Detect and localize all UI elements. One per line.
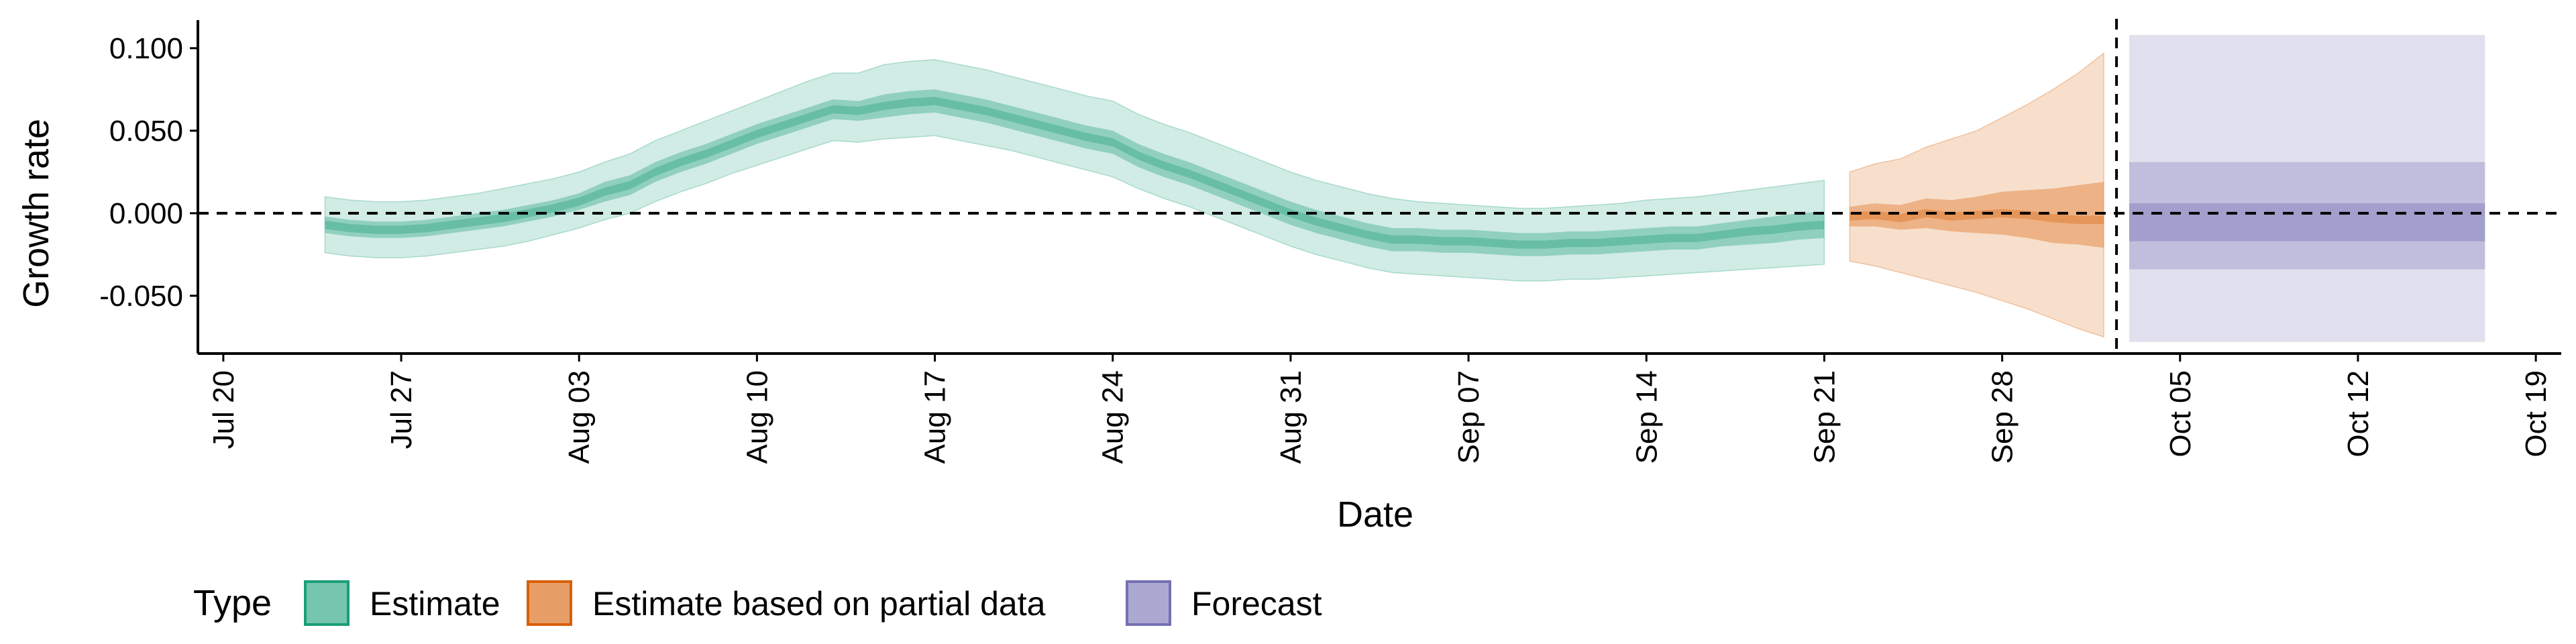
legend-title: Type [193, 583, 272, 623]
axes: 0.100 0.050 0.000 -0.050 Jul 20 Jul 27 Aug 03 A… [99, 20, 2561, 464]
x-tick-label: Aug 31 [1275, 370, 1307, 464]
forecast-band-outer [2129, 162, 2485, 270]
x-tick-label: Sep 21 [1808, 370, 1841, 464]
x-tick-label: Oct 12 [2342, 370, 2375, 458]
y-tick-label: 0.050 [109, 115, 183, 148]
estimate-based-on-partial-data-band-50 [1849, 182, 2104, 248]
plot-area [324, 35, 2485, 342]
x-axis-title: Date [1337, 494, 1413, 535]
y-tick-label: 0.000 [109, 197, 183, 230]
estimate-based-on-partial-data-band-90 [1849, 52, 2104, 338]
legend-key-estimate-based-on-partial-data [527, 580, 572, 626]
legend: Type Estimate Estimate based on partial d… [193, 580, 1322, 626]
x-tick-label: Sep 14 [1630, 370, 1663, 464]
y-tick-label: -0.050 [99, 280, 183, 313]
legend-label-estimate: Estimate [370, 585, 500, 623]
estimate-band-90 [324, 59, 1825, 282]
x-tick-label: Jul 27 [385, 370, 418, 449]
y-tick-label: 0.100 [109, 32, 183, 65]
x-tick-label: Aug 17 [919, 370, 952, 464]
series-forecast [2129, 35, 2485, 342]
forecast-band-90 [2129, 35, 2485, 342]
x-tick-label: Aug 03 [563, 370, 596, 464]
x-tick-label: Oct 05 [2164, 370, 2197, 458]
y-axis-title: Growth rate [16, 119, 56, 308]
x-tick-label: Sep 28 [1986, 370, 2019, 464]
x-tick-label: Aug 24 [1097, 370, 1130, 464]
legend-key-estimate [304, 580, 350, 626]
x-tick-label: Oct 19 [2520, 370, 2553, 458]
legend-key-forecast [1126, 580, 1171, 626]
estimate-band-50 [325, 89, 1825, 256]
forecast-band-inner [2129, 203, 2485, 241]
legend-label-forecast: Forecast [1191, 585, 1322, 623]
x-tick-label: Jul 20 [207, 370, 240, 449]
series-estimate [324, 59, 1825, 282]
legend-label-estimate-based-on-partial-data: Estimate based on partial data [592, 585, 1046, 623]
x-tick-label: Aug 10 [741, 370, 773, 464]
series-estimate-based-on-partial-data [1849, 52, 2104, 338]
x-tick-label: Sep 07 [1452, 370, 1485, 464]
